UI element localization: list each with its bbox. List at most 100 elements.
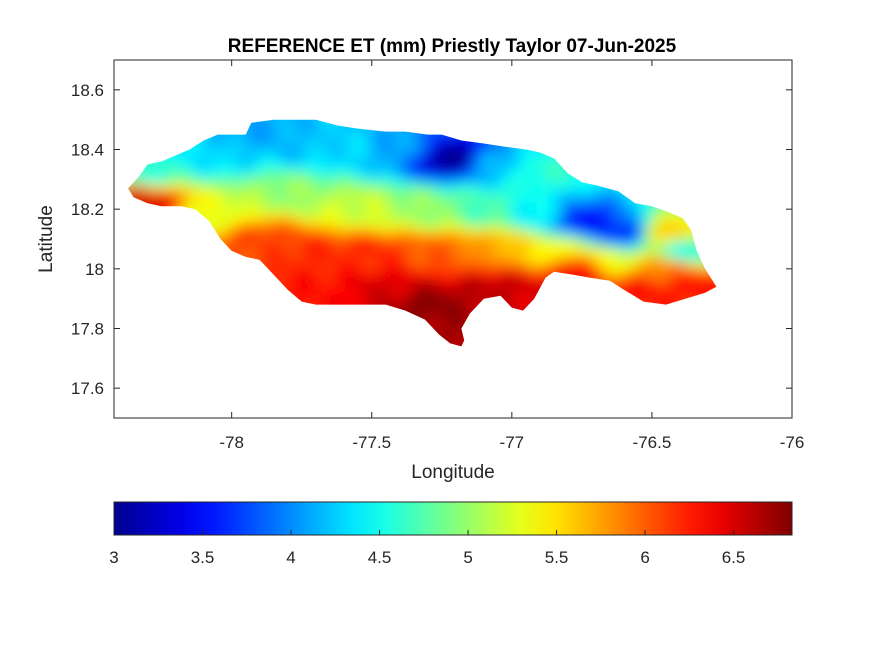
field-cell: [380, 274, 387, 281]
field-cell: [296, 214, 303, 221]
field-cell: [218, 160, 225, 167]
field-cell: [266, 124, 273, 131]
field-cell: [266, 244, 273, 251]
field-cell: [332, 256, 339, 263]
field-cell: [530, 256, 537, 263]
field-cell: [524, 196, 531, 203]
field-cell: [572, 208, 579, 215]
field-cell: [386, 190, 393, 197]
field-cell: [368, 190, 375, 197]
field-cell: [362, 268, 369, 275]
field-cell: [650, 220, 657, 227]
field-cell: [170, 154, 177, 161]
field-cell: [458, 334, 465, 341]
field-cell: [248, 148, 255, 155]
field-cell: [590, 226, 597, 233]
field-cell: [392, 286, 399, 293]
field-cell: [356, 238, 363, 245]
field-cell: [668, 226, 675, 233]
field-cell: [356, 166, 363, 173]
field-cell: [482, 154, 489, 161]
field-cell: [656, 208, 663, 215]
field-cell: [530, 202, 537, 209]
field-cell: [446, 238, 453, 245]
field-cell: [452, 244, 459, 251]
field-cell: [314, 292, 321, 299]
field-cell: [668, 292, 675, 299]
field-cell: [542, 202, 549, 209]
field-cell: [458, 160, 465, 167]
field-cell: [440, 154, 447, 161]
field-cell: [434, 328, 441, 335]
field-cell: [326, 292, 333, 299]
field-cell: [338, 292, 345, 299]
field-cell: [614, 208, 621, 215]
field-cell: [458, 286, 465, 293]
field-cell: [278, 184, 285, 191]
field-cell: [482, 274, 489, 281]
field-cell: [356, 292, 363, 299]
field-cell: [362, 298, 369, 305]
field-cell: [710, 280, 717, 287]
field-cell: [296, 148, 303, 155]
field-cell: [248, 178, 255, 185]
field-cell: [368, 238, 375, 245]
field-cell: [332, 280, 339, 287]
field-cell: [608, 190, 615, 197]
field-cell: [446, 166, 453, 173]
field-cell: [470, 154, 477, 161]
field-cell: [626, 262, 633, 269]
field-cell: [284, 250, 291, 257]
field-cell: [638, 274, 645, 281]
field-cell: [578, 196, 585, 203]
field-cell: [272, 196, 279, 203]
field-cell: [638, 256, 645, 263]
field-cell: [560, 214, 567, 221]
field-cell: [548, 232, 555, 239]
field-cell: [416, 202, 423, 209]
field-cell: [386, 262, 393, 269]
field-cell: [524, 262, 531, 269]
field-cell: [578, 238, 585, 245]
field-cell: [338, 196, 345, 203]
field-cell: [290, 226, 297, 233]
field-cell: [422, 262, 429, 269]
field-cell: [356, 268, 363, 275]
field-cell: [602, 268, 609, 275]
field-cell: [446, 154, 453, 161]
field-cell: [320, 160, 327, 167]
field-cell: [488, 274, 495, 281]
field-cell: [326, 214, 333, 221]
field-cell: [362, 238, 369, 245]
field-cell: [206, 190, 213, 197]
field-cell: [458, 274, 465, 281]
field-cell: [560, 268, 567, 275]
field-cell: [662, 250, 669, 257]
field-cell: [368, 202, 375, 209]
field-cell: [350, 238, 357, 245]
field-cell: [464, 262, 471, 269]
field-cell: [266, 130, 273, 137]
field-cell: [242, 196, 249, 203]
field-cell: [362, 190, 369, 197]
field-cell: [542, 274, 549, 281]
field-cell: [542, 238, 549, 245]
field-cell: [404, 154, 411, 161]
field-cell: [458, 208, 465, 215]
field-cell: [254, 148, 261, 155]
field-cell: [344, 178, 351, 185]
field-cell: [398, 136, 405, 143]
field-cell: [524, 256, 531, 263]
field-cell: [530, 208, 537, 215]
field-cell: [656, 298, 663, 305]
field-cell: [284, 214, 291, 221]
field-cell: [326, 154, 333, 161]
field-cell: [524, 298, 531, 305]
field-cell: [416, 250, 423, 257]
field-cell: [452, 148, 459, 155]
field-cell: [398, 220, 405, 227]
field-cell: [350, 292, 357, 299]
field-cell: [584, 238, 591, 245]
field-cell: [326, 238, 333, 245]
field-cell: [452, 238, 459, 245]
